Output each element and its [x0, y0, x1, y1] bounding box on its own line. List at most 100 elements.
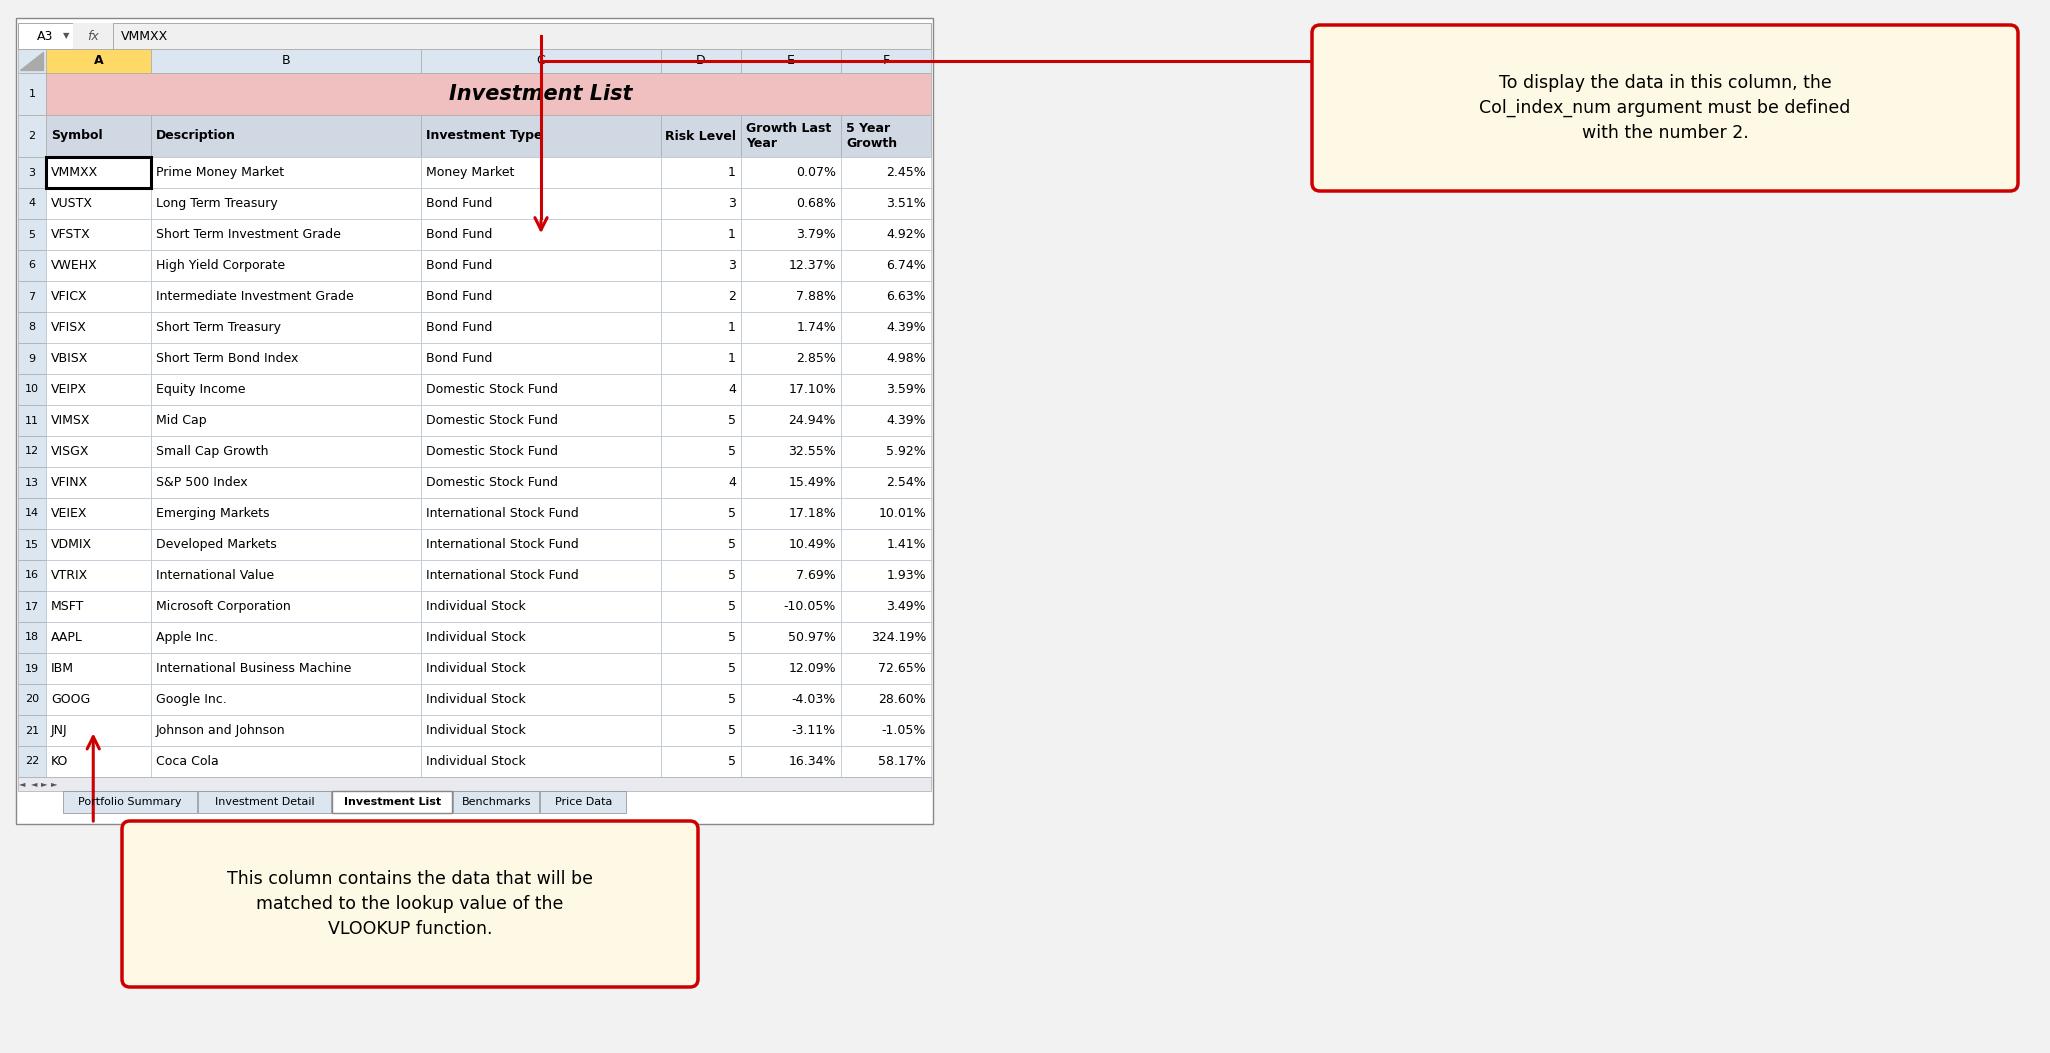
Bar	[18, 312, 45, 343]
Bar	[420, 466, 660, 498]
Polygon shape	[20, 52, 43, 69]
Bar	[660, 466, 740, 498]
Text: 5: 5	[728, 600, 736, 613]
Bar	[45, 115, 152, 157]
Bar	[660, 622, 740, 653]
Text: 5: 5	[728, 693, 736, 706]
Bar	[420, 529, 660, 560]
Text: Johnson and Johnson: Johnson and Johnson	[156, 724, 285, 737]
Text: Bond Fund: Bond Fund	[426, 321, 492, 334]
Bar	[18, 115, 45, 157]
Text: 5 Year
Growth: 5 Year Growth	[847, 122, 898, 150]
Bar	[45, 73, 931, 115]
Text: 1: 1	[728, 352, 736, 365]
Text: Individual Stock: Individual Stock	[426, 631, 525, 644]
Bar	[152, 653, 420, 684]
Bar	[740, 312, 840, 343]
Text: 17.10%: 17.10%	[789, 383, 836, 396]
Text: Long Term Treasury: Long Term Treasury	[156, 197, 277, 210]
Bar	[660, 157, 740, 188]
Text: 17: 17	[25, 601, 39, 612]
Text: 5: 5	[728, 569, 736, 582]
Bar	[420, 591, 660, 622]
Text: 0.68%: 0.68%	[795, 197, 836, 210]
Bar	[152, 684, 420, 715]
Bar	[152, 746, 420, 777]
Bar	[840, 529, 931, 560]
Text: Symbol: Symbol	[51, 130, 102, 142]
Text: 2.54%: 2.54%	[886, 476, 927, 489]
Bar	[660, 715, 740, 746]
Text: To display the data in this column, the
Col_index_num argument must be defined
w: To display the data in this column, the …	[1480, 74, 1851, 142]
Bar	[740, 436, 840, 466]
Bar	[840, 343, 931, 374]
Text: 22: 22	[25, 756, 39, 767]
Text: 10.49%: 10.49%	[789, 538, 836, 551]
Text: 3: 3	[728, 197, 736, 210]
Bar	[45, 157, 152, 188]
Text: Individual Stock: Individual Stock	[426, 755, 525, 768]
Text: Bond Fund: Bond Fund	[426, 229, 492, 241]
Text: 7.88%: 7.88%	[795, 290, 836, 303]
Bar	[152, 115, 420, 157]
Bar	[420, 281, 660, 312]
Text: 8: 8	[29, 322, 35, 333]
Bar	[18, 374, 45, 405]
Text: VIMSX: VIMSX	[51, 414, 90, 428]
Text: VFINX: VFINX	[51, 476, 88, 489]
Text: 9: 9	[29, 354, 35, 363]
Bar	[18, 73, 45, 115]
Text: Intermediate Investment Grade: Intermediate Investment Grade	[156, 290, 355, 303]
Bar	[840, 746, 931, 777]
Text: Individual Stock: Individual Stock	[426, 724, 525, 737]
Text: 4.98%: 4.98%	[886, 352, 927, 365]
Text: Emerging Markets: Emerging Markets	[156, 506, 269, 520]
Text: 21: 21	[25, 726, 39, 735]
Bar	[660, 684, 740, 715]
Text: 5: 5	[728, 631, 736, 644]
Bar	[420, 653, 660, 684]
Text: 6.74%: 6.74%	[886, 259, 927, 272]
Bar	[740, 622, 840, 653]
Bar	[152, 312, 420, 343]
Text: 12: 12	[25, 446, 39, 457]
Bar	[152, 188, 420, 219]
Text: VBISX: VBISX	[51, 352, 88, 365]
Text: 17.18%: 17.18%	[789, 506, 836, 520]
Bar	[152, 281, 420, 312]
Text: VFSTX: VFSTX	[51, 229, 90, 241]
Text: -1.05%: -1.05%	[882, 724, 927, 737]
Text: IBM: IBM	[51, 662, 74, 675]
Text: International Stock Fund: International Stock Fund	[426, 538, 578, 551]
Bar	[420, 250, 660, 281]
Text: VDMIX: VDMIX	[51, 538, 92, 551]
Bar	[420, 312, 660, 343]
Text: ◄: ◄	[31, 779, 37, 789]
Bar	[45, 653, 152, 684]
Text: Short Term Treasury: Short Term Treasury	[156, 321, 281, 334]
Text: 3.79%: 3.79%	[795, 229, 836, 241]
Text: High Yield Corporate: High Yield Corporate	[156, 259, 285, 272]
Bar	[420, 219, 660, 250]
Bar	[660, 281, 740, 312]
Bar	[16, 18, 933, 824]
Text: 13: 13	[25, 477, 39, 488]
Text: Individual Stock: Individual Stock	[426, 600, 525, 613]
Bar	[420, 49, 660, 73]
Bar	[840, 684, 931, 715]
Text: Benchmarks: Benchmarks	[461, 797, 531, 807]
Bar	[197, 791, 332, 813]
Bar	[45, 312, 152, 343]
Text: Equity Income: Equity Income	[156, 383, 246, 396]
Bar	[660, 498, 740, 529]
Text: 1: 1	[29, 90, 35, 99]
Bar	[18, 591, 45, 622]
Bar	[660, 436, 740, 466]
Bar	[840, 250, 931, 281]
Bar	[18, 622, 45, 653]
Text: F: F	[882, 55, 890, 67]
Bar	[840, 374, 931, 405]
Bar	[18, 281, 45, 312]
Bar	[840, 653, 931, 684]
Bar	[740, 281, 840, 312]
